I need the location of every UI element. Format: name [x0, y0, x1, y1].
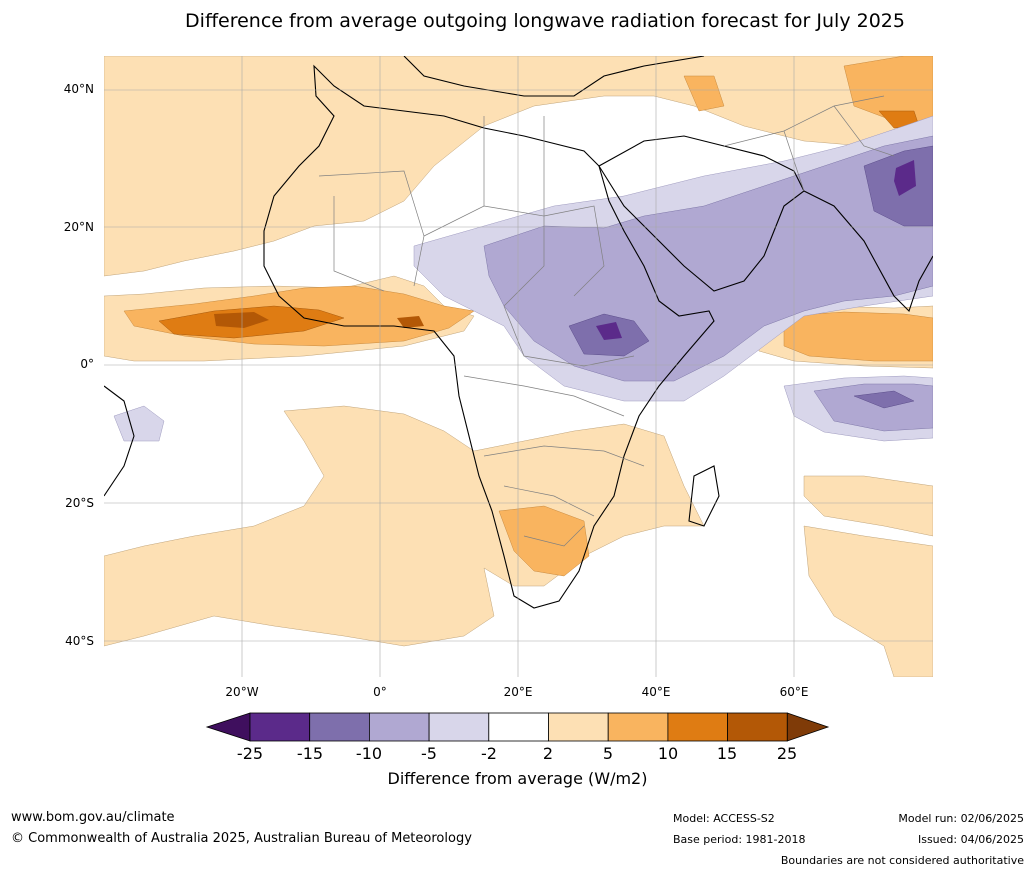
lat-label-20n: 20°N — [63, 220, 94, 234]
colorbar-segment-15-25 — [727, 712, 788, 742]
colorbar-segment-neg25-neg15 — [249, 712, 311, 742]
footer-url: www.bom.gov.au/climate — [11, 810, 175, 825]
footer-issued: Issued: 04/06/2025 — [917, 833, 1024, 846]
boundary — [503, 305, 635, 367]
boundary — [503, 485, 595, 517]
south-atlantic-negative-patch — [113, 405, 165, 442]
indian-ocean-strong-negative — [853, 390, 915, 409]
colorbar-tick-2: 2 — [542, 744, 554, 763]
anomaly-neg25-to-neg15-layer — [596, 160, 916, 340]
colorbar-segment-2-5 — [548, 712, 609, 742]
west-african-coast-very-strong-positive — [214, 312, 269, 328]
colorbar-tick-10: 10 — [657, 744, 679, 763]
mediterranean-coastline — [403, 56, 705, 97]
footer-disclaimer: Boundaries are not considered authoritat… — [780, 854, 1024, 867]
lon-label-20e: 20°E — [503, 685, 533, 699]
madagascar-coastline — [688, 465, 720, 527]
olr-anomaly-map — [104, 56, 933, 677]
lon-label-60e: 60°E — [779, 685, 809, 699]
boundary — [833, 105, 895, 157]
colorbar-tick-neg10: -10 — [355, 744, 383, 763]
east-africa-very-strong-negative — [596, 322, 622, 340]
colorbar-label: Difference from average (W/m2) — [387, 769, 648, 788]
colorbar-tick-15: 15 — [716, 744, 738, 763]
boundary — [483, 445, 645, 467]
boundary — [333, 196, 385, 292]
boundary — [463, 375, 625, 417]
colorbar-segment-10-15 — [667, 712, 728, 742]
colorbar-tick-neg15: -15 — [296, 744, 324, 763]
colorbar-tick-neg2: -2 — [481, 744, 497, 763]
colorbar-segment-neg15-neg10 — [309, 712, 370, 742]
graticule — [104, 56, 933, 677]
colorbar-tick-neg5: -5 — [421, 744, 437, 763]
colorbar-segment-neg2-2 — [488, 712, 549, 742]
colorbar-segment-5-10 — [607, 712, 669, 742]
arabian-sea-positive-core — [783, 311, 933, 362]
africa-coastline — [263, 64, 715, 609]
boundary — [523, 525, 585, 547]
footer-model: Model: ACCESS-S2 — [673, 812, 775, 825]
lat-label-20s: 20°S — [65, 496, 94, 510]
colorbar-tick-25: 25 — [776, 744, 798, 763]
india-very-strong-negative — [894, 160, 916, 196]
map-area — [104, 56, 933, 677]
anomaly-15-to-25-layer — [214, 312, 424, 328]
colorbar-tick-5: 5 — [602, 744, 614, 763]
boundary — [723, 95, 885, 147]
map-title: Difference from average outgoing longwav… — [185, 10, 905, 32]
lat-label-40s: 40°S — [65, 634, 94, 648]
boundary — [543, 205, 605, 297]
colorbar-tick-neg25: -25 — [236, 744, 264, 763]
central-asia-positive-patch — [683, 75, 725, 112]
lon-label-40e: 40°E — [641, 685, 671, 699]
south-east-indian-ocean-positive-region — [803, 525, 933, 677]
coastlines — [104, 56, 933, 609]
colorbar — [205, 712, 830, 742]
footer-copyright: © Commonwealth of Australia 2025, Austra… — [11, 831, 472, 846]
southern-indian-ocean-positive-region — [803, 475, 933, 537]
lat-label-40n: 40°N — [63, 82, 94, 96]
colorbar-extend-min — [205, 712, 251, 742]
east-asia-positive-core — [843, 56, 933, 127]
boundary — [318, 170, 425, 287]
footer-model-run: Model run: 02/06/2025 — [898, 812, 1024, 825]
arabia-coastline — [598, 135, 805, 292]
lon-label-0: 0° — [373, 685, 387, 699]
southern-atlantic-southern-africa-positive-region — [104, 405, 705, 647]
gulf-of-guinea-very-strong-positive — [397, 316, 424, 328]
colorbar-extend-max — [786, 712, 830, 742]
lon-label-20w: 20°W — [225, 685, 259, 699]
colorbar-segment-neg5-neg2 — [428, 712, 490, 742]
south-america-coastline — [104, 385, 135, 497]
footer-base-period: Base period: 1981-2018 — [673, 833, 806, 846]
india-coastline — [803, 190, 933, 313]
lat-label-0: 0° — [80, 357, 94, 371]
colorbar-segment-neg10-neg5 — [368, 712, 430, 742]
